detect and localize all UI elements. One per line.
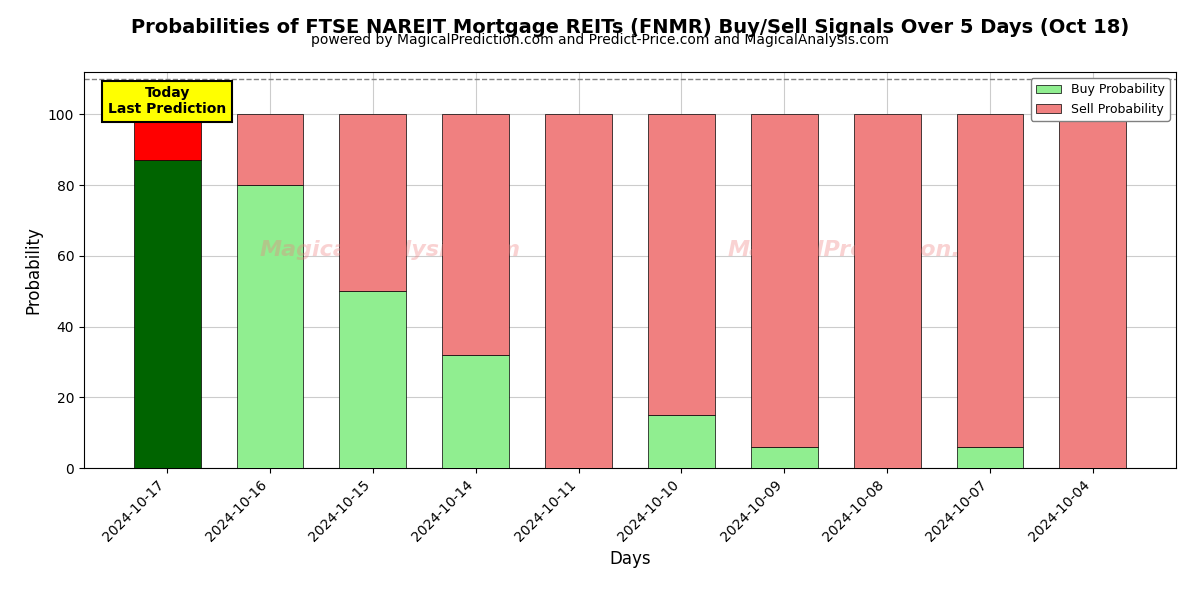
Bar: [236, 185, 304, 468]
Bar: [133, 160, 200, 468]
Bar: [340, 291, 407, 468]
Bar: [751, 115, 817, 447]
Bar: [1060, 115, 1127, 468]
Text: MagicalPrediction.com: MagicalPrediction.com: [728, 240, 1013, 260]
Text: Today
Last Prediction: Today Last Prediction: [108, 86, 226, 116]
Bar: [443, 115, 509, 355]
X-axis label: Days: Days: [610, 550, 650, 568]
Legend: Buy Probability, Sell Probability: Buy Probability, Sell Probability: [1031, 78, 1170, 121]
Bar: [133, 115, 200, 160]
Bar: [956, 447, 1024, 468]
Bar: [648, 115, 715, 415]
Bar: [443, 355, 509, 468]
Bar: [751, 447, 817, 468]
Bar: [853, 115, 920, 468]
Bar: [545, 115, 612, 468]
Y-axis label: Probability: Probability: [24, 226, 42, 314]
Bar: [648, 415, 715, 468]
Title: Probabilities of FTSE NAREIT Mortgage REITs (FNMR) Buy/Sell Signals Over 5 Days : Probabilities of FTSE NAREIT Mortgage RE…: [131, 18, 1129, 37]
Text: powered by MagicalPrediction.com and Predict-Price.com and MagicalAnalysis.com: powered by MagicalPrediction.com and Pre…: [311, 33, 889, 47]
Bar: [236, 115, 304, 185]
Bar: [340, 115, 407, 291]
Text: MagicalAnalysis.com: MagicalAnalysis.com: [259, 240, 521, 260]
Bar: [956, 115, 1024, 447]
